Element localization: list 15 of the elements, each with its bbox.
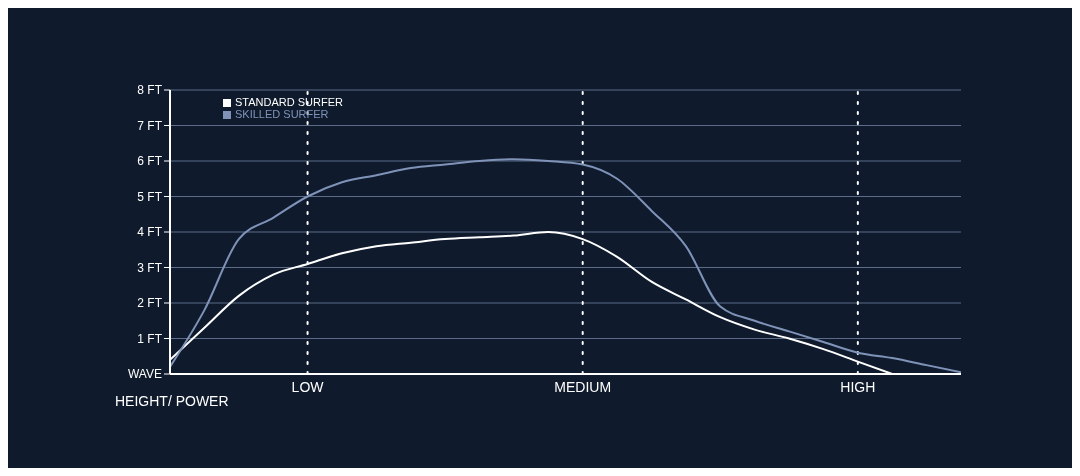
legend-label: STANDARD SURFER [235, 96, 343, 108]
y-tick-label: 5 FT [137, 189, 163, 204]
y-tick-label: 7 FT [137, 118, 163, 133]
x-tick-label: LOW [291, 378, 325, 395]
x-tick-label: MEDIUM [554, 378, 612, 395]
y-tick-label: 2 FT [137, 296, 163, 311]
y-tick-label: 6 FT [137, 154, 163, 169]
y-tick-label: WAVE [127, 367, 162, 382]
y-tick-label: 1 FT [137, 331, 163, 346]
x-tick-label: HIGH [840, 378, 876, 395]
legend-label: SKILLED SURFER [235, 108, 329, 120]
x-axis-title: HEIGHT/ POWER [115, 393, 229, 409]
y-tick-label: 3 FT [137, 260, 163, 275]
y-tick-label: 8 FT [137, 83, 163, 98]
y-tick-label: 4 FT [137, 225, 163, 240]
